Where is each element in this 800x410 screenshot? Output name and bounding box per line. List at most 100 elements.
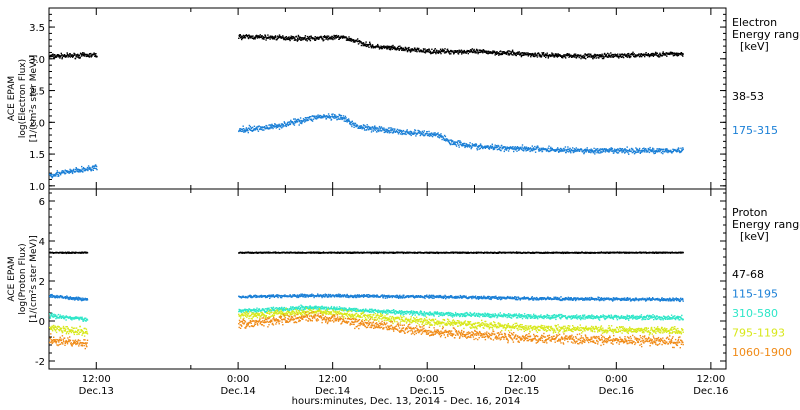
data-point bbox=[675, 53, 677, 55]
data-point bbox=[275, 36, 277, 38]
data-point bbox=[538, 150, 540, 152]
data-point bbox=[321, 296, 323, 299]
data-point bbox=[260, 294, 263, 297]
data-point bbox=[612, 150, 614, 152]
data-point bbox=[518, 51, 520, 53]
data-point bbox=[608, 149, 610, 151]
data-point bbox=[621, 151, 623, 154]
data-point bbox=[400, 130, 402, 132]
data-point bbox=[479, 51, 481, 54]
data-point bbox=[436, 133, 439, 135]
data-point bbox=[363, 294, 366, 296]
data-point bbox=[57, 54, 60, 56]
data-point bbox=[377, 129, 379, 131]
data-point bbox=[87, 167, 89, 169]
data-point bbox=[60, 172, 62, 175]
data-point bbox=[508, 54, 511, 56]
data-point bbox=[386, 296, 389, 298]
data-point bbox=[613, 149, 615, 152]
data-point bbox=[94, 54, 97, 57]
data-point bbox=[434, 132, 436, 134]
data-point bbox=[255, 126, 258, 128]
data-point bbox=[249, 294, 251, 296]
data-point bbox=[453, 52, 455, 54]
data-point bbox=[313, 116, 316, 118]
data-point bbox=[660, 152, 663, 154]
data-point bbox=[417, 132, 419, 134]
data-point bbox=[88, 56, 90, 58]
data-point bbox=[313, 115, 315, 117]
data-point bbox=[668, 52, 671, 54]
data-point bbox=[467, 297, 469, 300]
data-point bbox=[331, 116, 334, 118]
data-point bbox=[406, 50, 409, 53]
data-point bbox=[390, 129, 392, 131]
data-point bbox=[450, 295, 452, 297]
data-point bbox=[478, 297, 480, 299]
data-point bbox=[309, 295, 311, 297]
data-point bbox=[410, 50, 413, 52]
data-point bbox=[342, 295, 345, 298]
data-point bbox=[285, 125, 288, 128]
data-point bbox=[301, 122, 303, 125]
data-point bbox=[408, 131, 411, 133]
data-point bbox=[406, 129, 408, 131]
data-point bbox=[255, 296, 258, 298]
data-point bbox=[495, 52, 497, 54]
data-point bbox=[282, 35, 284, 37]
data-point bbox=[433, 295, 435, 297]
series-175-315 bbox=[49, 113, 684, 179]
data-point bbox=[292, 37, 294, 39]
data-point bbox=[67, 170, 70, 173]
data-point bbox=[403, 294, 405, 296]
data-point bbox=[622, 55, 624, 58]
data-point bbox=[365, 45, 368, 48]
data-point bbox=[307, 296, 309, 298]
data-point bbox=[506, 148, 508, 150]
data-point bbox=[504, 148, 506, 151]
data-point bbox=[601, 56, 603, 58]
data-point bbox=[493, 50, 496, 53]
data-point bbox=[475, 52, 477, 54]
data-point bbox=[402, 129, 405, 132]
data-point bbox=[591, 151, 593, 153]
data-point bbox=[523, 149, 525, 151]
data-point bbox=[651, 150, 653, 153]
data-point bbox=[502, 52, 504, 54]
data-point bbox=[634, 56, 636, 58]
data-point bbox=[634, 151, 636, 153]
data-point bbox=[383, 127, 385, 129]
data-point bbox=[71, 298, 74, 300]
data-point bbox=[475, 50, 477, 52]
data-point bbox=[75, 297, 77, 300]
series-47-68 bbox=[49, 251, 684, 255]
data-point bbox=[430, 134, 432, 137]
data-point bbox=[66, 296, 69, 298]
data-point bbox=[624, 53, 626, 55]
data-point bbox=[474, 51, 476, 53]
data-point bbox=[49, 55, 51, 58]
data-point bbox=[75, 167, 77, 169]
data-point bbox=[490, 297, 492, 299]
data-point bbox=[380, 295, 382, 297]
data-point bbox=[612, 56, 615, 58]
data-point bbox=[481, 297, 483, 300]
data-point bbox=[72, 55, 74, 57]
data-point bbox=[365, 126, 367, 128]
data-point bbox=[326, 115, 328, 117]
data-point bbox=[522, 52, 524, 54]
data-point bbox=[62, 54, 64, 56]
data-point bbox=[249, 295, 252, 297]
data-point bbox=[422, 50, 424, 52]
y-tick-label: 3.5 bbox=[29, 23, 45, 34]
data-point bbox=[410, 132, 412, 134]
data-point bbox=[662, 148, 665, 150]
data-point bbox=[494, 144, 496, 146]
data-point bbox=[58, 175, 60, 177]
data-point bbox=[577, 55, 579, 57]
data-point bbox=[358, 295, 361, 297]
data-point bbox=[613, 152, 615, 154]
data-point bbox=[307, 295, 310, 297]
data-point bbox=[299, 39, 302, 41]
data-point bbox=[456, 297, 458, 299]
